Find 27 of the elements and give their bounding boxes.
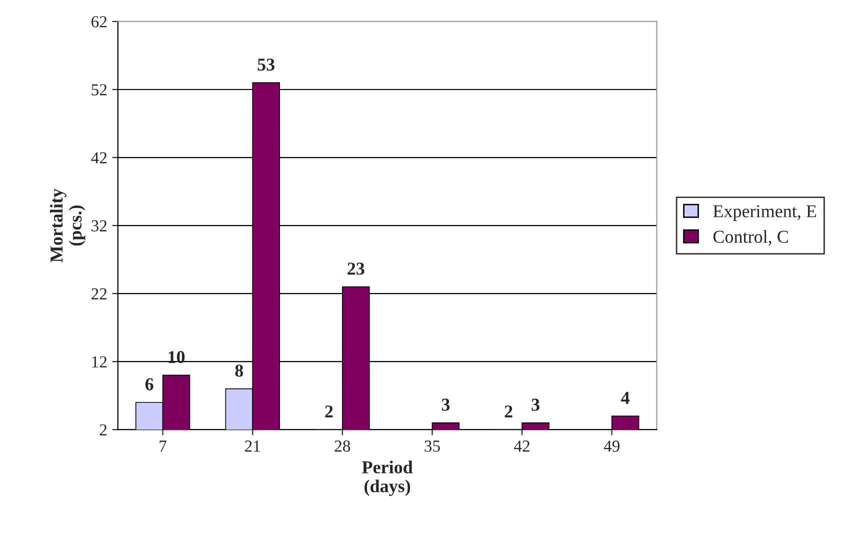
- x-tick-label: 21: [245, 440, 260, 452]
- data-label: 4: [621, 392, 630, 404]
- y-axis-title: Mortality (pcs.): [50, 188, 86, 262]
- data-label: 6: [145, 378, 154, 390]
- y-tick-label: 22: [92, 288, 107, 300]
- data-label: 3: [442, 398, 450, 411]
- data-label: 10: [168, 351, 185, 364]
- x-tick-label: 49: [604, 440, 620, 452]
- data-label: 2: [504, 405, 512, 418]
- legend-label: Control, C: [713, 230, 788, 246]
- y-tick-label: 42: [91, 152, 107, 164]
- x-tick-label: 7: [160, 440, 166, 452]
- data-label: 23: [348, 262, 364, 275]
- x-tick-label: 42: [514, 440, 530, 452]
- y-tick-label: 62: [92, 16, 107, 28]
- y-tick-label: 12: [92, 356, 107, 368]
- x-tick-label: 28: [334, 440, 350, 452]
- data-label: 2: [325, 405, 333, 418]
- x-tick-label: 35: [424, 440, 440, 452]
- x-axis-title: Period (days): [362, 460, 413, 496]
- y-tick-label: 52: [92, 84, 107, 96]
- y-tick-label: 2: [100, 424, 107, 436]
- data-label: 3: [532, 398, 540, 411]
- data-label: 8: [235, 364, 244, 377]
- legend-label: Experiment, E: [713, 205, 816, 222]
- y-tick-label: 32: [92, 220, 107, 232]
- data-label: 53: [258, 58, 274, 71]
